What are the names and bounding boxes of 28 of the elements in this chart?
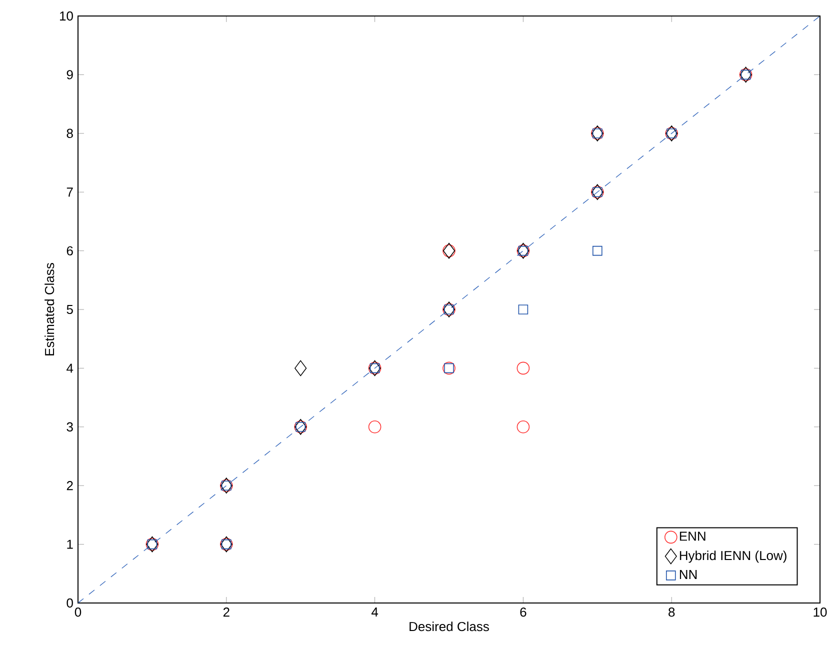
x-tick-label: 4 [371, 608, 378, 616]
point [368, 420, 382, 434]
y-tick-label: 1 [67, 540, 73, 549]
y-axis-title: Estimated Class [44, 263, 54, 356]
y-tick-label: 0 [66, 598, 73, 608]
point [516, 362, 530, 375]
legend-label: NN [680, 570, 697, 579]
x-tick-label: 10 [814, 608, 827, 617]
y-tick-label: 6 [66, 246, 73, 256]
legend-label: Hybrid IENN (Low) [680, 550, 786, 563]
y-tick-label: 3 [66, 422, 73, 432]
y-tick-label: 10 [60, 11, 73, 21]
x-tick-label: 0 [74, 608, 82, 617]
x-tick-label: 6 [520, 608, 526, 617]
y-tick-label: 9 [66, 70, 73, 80]
legend-label: ENN [680, 532, 706, 541]
point [592, 246, 602, 256]
y-tick-label: 5 [66, 304, 73, 314]
point [294, 360, 307, 376]
y-tick-label: 7 [66, 188, 73, 197]
x-tick-label: 2 [223, 608, 230, 617]
y-tick-label: 4 [66, 364, 74, 373]
x-axis-title: Desired Class [410, 622, 489, 632]
point [518, 304, 528, 314]
point [516, 420, 530, 434]
y-tick-label: 2 [66, 481, 73, 490]
y-tick-label: 8 [66, 128, 73, 138]
x-tick-label: 8 [668, 608, 675, 617]
